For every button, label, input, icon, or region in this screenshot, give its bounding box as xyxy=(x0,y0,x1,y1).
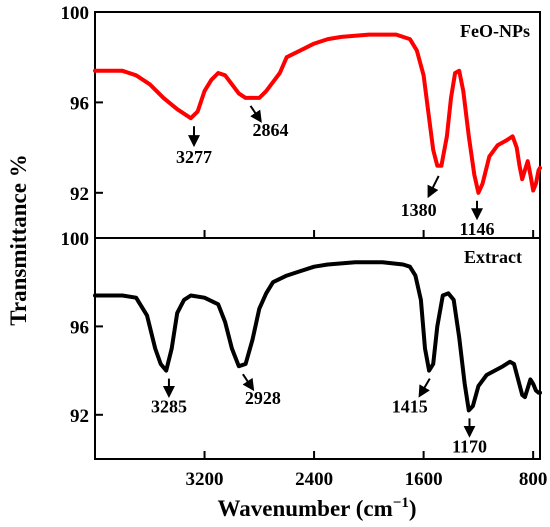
series-name: Extract xyxy=(464,247,522,267)
x-tick-label: 1600 xyxy=(405,469,443,490)
x-tick-label: 3200 xyxy=(186,469,224,490)
y-tick-label: 100 xyxy=(61,3,90,24)
x-tick-label: 800 xyxy=(519,469,548,490)
peak-label: 2864 xyxy=(253,120,289,140)
y-tick-label: 96 xyxy=(70,317,89,338)
peak-label: 2928 xyxy=(245,388,281,408)
y-tick-label: 96 xyxy=(70,93,89,114)
y-axis-label: Transmittance % xyxy=(6,154,31,325)
y-tick-label: 92 xyxy=(70,406,89,427)
x-axis-label-main: Wavenumber (cm xyxy=(218,496,393,521)
panel-extract: 100 96 92 Extract 3285 2928 1415 1170 xyxy=(61,229,542,456)
peak-label: 1415 xyxy=(392,397,428,417)
peak-arrow xyxy=(427,175,440,199)
x-axis-label: Wavenumber (cm−1) xyxy=(218,495,417,521)
x-tick-label: 2400 xyxy=(295,469,333,490)
peak-label: 3277 xyxy=(176,147,212,167)
y-tick-label: 100 xyxy=(61,229,90,250)
series-line xyxy=(93,260,542,413)
peak-label: 1170 xyxy=(452,436,487,456)
x-axis-label-end: ) xyxy=(409,496,417,521)
series-line xyxy=(93,32,542,195)
plot-frame xyxy=(94,11,541,460)
x-axis-label-sup: −1 xyxy=(393,495,409,511)
peak-arrow xyxy=(418,378,431,398)
peak-label: 1380 xyxy=(401,200,437,220)
peak-label: 1146 xyxy=(460,219,495,239)
peak-arrow xyxy=(242,373,255,392)
series-name: FeO-NPs xyxy=(460,21,530,41)
panel-feo-nps: 100 96 92 FeO-NPs 3277 2864 1380 1146 xyxy=(61,3,542,239)
y-tick-label: 92 xyxy=(70,184,89,205)
peak-arrow xyxy=(249,105,262,123)
peak-label: 3285 xyxy=(151,397,187,417)
